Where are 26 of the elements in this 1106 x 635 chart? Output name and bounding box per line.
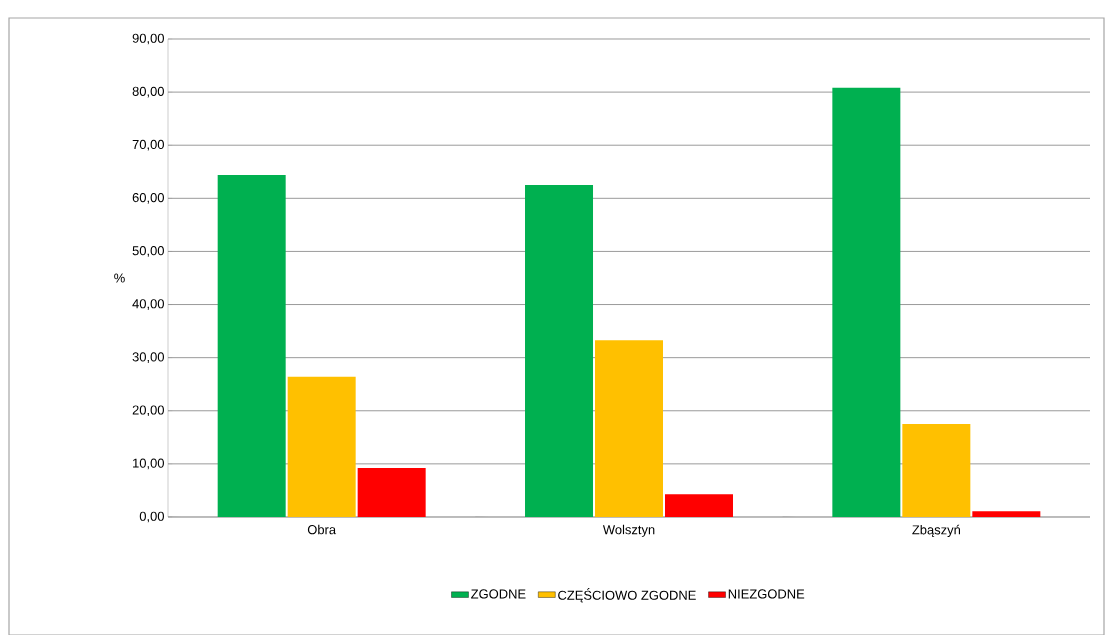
bar: [902, 424, 971, 517]
y-tick-label: 90,00: [132, 33, 164, 45]
y-tick-label: 40,00: [132, 299, 164, 310]
y-axis-title: %: [114, 273, 125, 283]
y-tick-label: 70,00: [132, 139, 164, 151]
bar: [665, 494, 733, 517]
bar: [525, 185, 594, 517]
legend-label: CZĘŚCIOWO ZGODNE: [558, 588, 696, 603]
y-tick-label: 80,00: [132, 86, 164, 98]
bar: [972, 511, 1041, 517]
bar: [287, 376, 356, 517]
legend-label: ZGODNE: [471, 589, 526, 599]
legend-label: NIEZGODNE: [728, 589, 805, 599]
x-tick-label: Zbąszyń: [912, 524, 960, 537]
y-tick-label: 0,00: [139, 511, 164, 523]
y-tick-label: 20,00: [132, 405, 164, 417]
x-tick-label: Wolsztyn: [602, 524, 655, 537]
y-tick-label: 50,00: [132, 246, 164, 257]
bar: [217, 174, 286, 517]
x-tick-label: Obra: [307, 524, 337, 535]
bar: [357, 468, 426, 517]
bar: [832, 87, 901, 517]
y-tick-label: 30,00: [132, 352, 164, 364]
y-tick-label: 10,00: [133, 458, 164, 470]
bar: [595, 340, 664, 517]
y-tick-label: 60,00: [132, 192, 164, 204]
